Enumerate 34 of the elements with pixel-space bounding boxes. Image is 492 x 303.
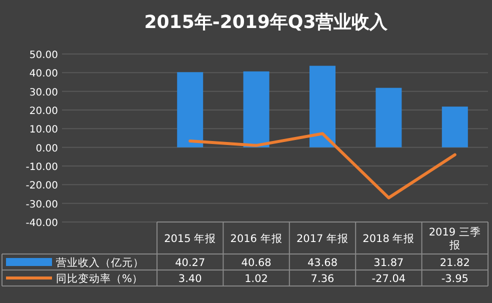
y-tick-label: 40.00: [29, 68, 58, 80]
y-tick-label: -20.00: [26, 180, 58, 192]
y-tick-label: 20.00: [29, 106, 58, 117]
y-tick-label: 50.00: [29, 50, 58, 61]
y-tick-label: 10.00: [29, 124, 58, 136]
x-tick-label: 2017 年报: [296, 233, 349, 245]
x-tick-label: 2018 年报: [362, 233, 415, 245]
x-tick-label: 2019 三季报: [428, 226, 481, 252]
y-tick-label: 30.00: [29, 87, 58, 98]
line-series: [188, 132, 456, 200]
data-label: 7.36: [310, 273, 335, 285]
data-label: 3.40: [178, 273, 202, 285]
data-label: 40.68: [241, 257, 272, 269]
bar: [376, 88, 402, 148]
data-label: 1.02: [244, 273, 268, 285]
chart-title: 2015年-2019年Q3营业收入: [144, 12, 389, 33]
data-label: -3.95: [441, 273, 468, 285]
bar: [177, 72, 204, 148]
bar: [442, 106, 468, 148]
bar: [310, 66, 336, 148]
y-tick-label: -30.00: [26, 199, 58, 210]
legend-label: 营业收入（亿元）: [56, 256, 144, 269]
y-tick-label: -40.00: [26, 218, 58, 229]
x-tick-label: 2016 年报: [230, 233, 282, 245]
y-tick-label: 0.00: [36, 143, 58, 154]
bar: [243, 71, 270, 148]
data-label: 43.68: [307, 257, 338, 269]
x-tick-label: 2015 年报: [164, 233, 216, 245]
y-tick-label: -10.00: [26, 162, 58, 173]
data-label: -27.04: [372, 273, 406, 285]
data-label: 31.87: [374, 257, 404, 269]
data-label: 21.82: [440, 257, 470, 269]
data-label: 40.27: [175, 257, 206, 269]
legend-label: 同比变动率（%）: [56, 272, 143, 285]
